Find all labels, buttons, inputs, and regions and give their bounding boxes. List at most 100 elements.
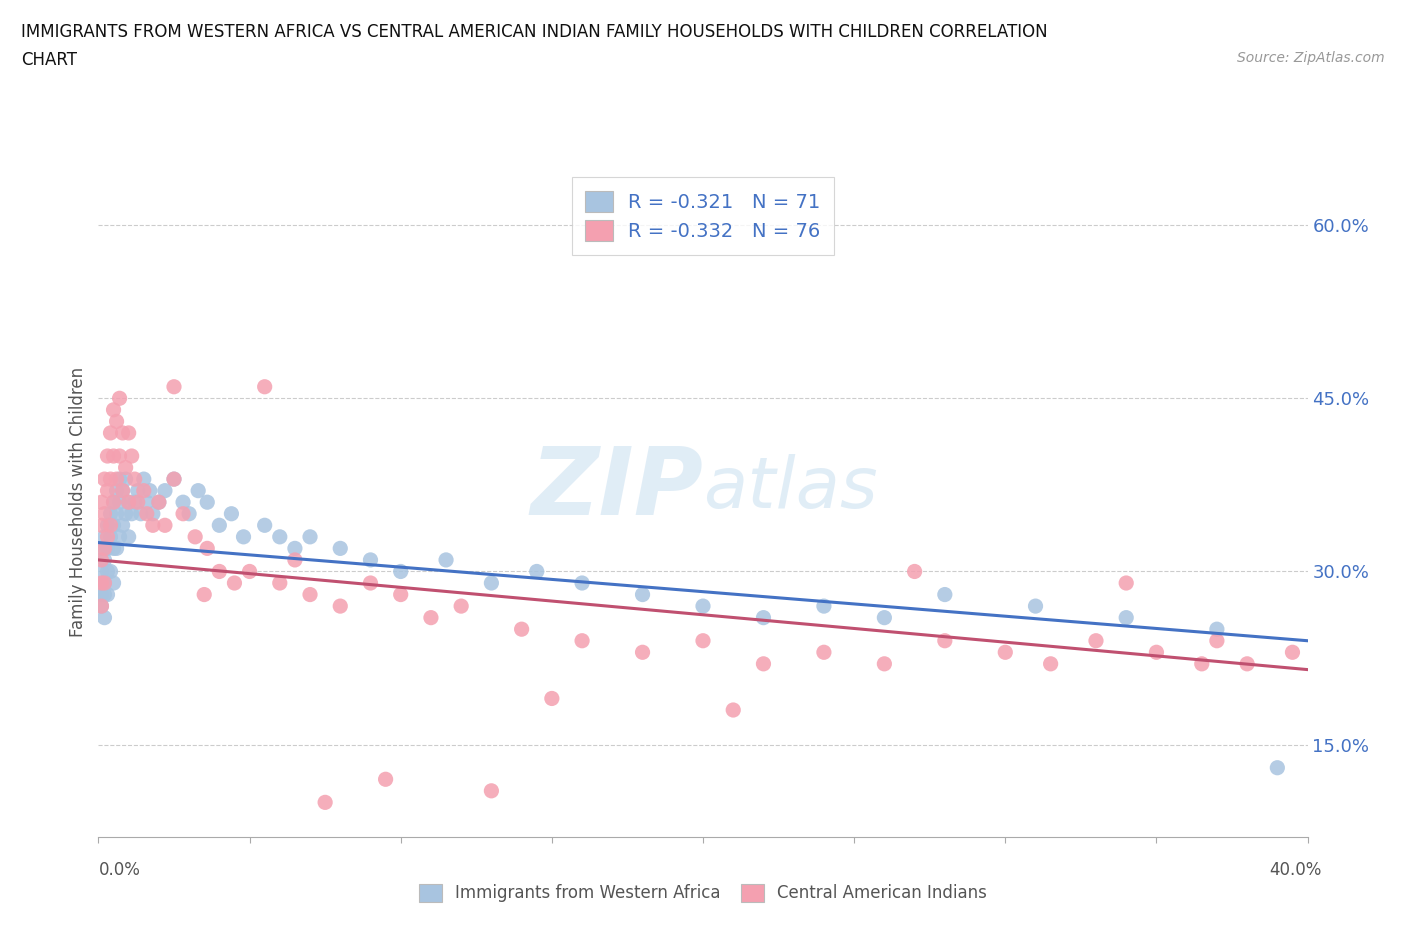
- Point: [90, 599, 112, 614]
- Point: [1206, 622, 1229, 637]
- Point: [195, 495, 218, 510]
- Point: [108, 391, 131, 405]
- Point: [96, 484, 118, 498]
- Y-axis label: Family Households with Children: Family Households with Children: [69, 367, 87, 637]
- Point: [108, 529, 131, 544]
- Point: [374, 772, 396, 787]
- Point: [93, 472, 115, 486]
- Point: [105, 472, 128, 486]
- Point: [195, 541, 218, 556]
- Point: [114, 460, 136, 475]
- Point: [129, 506, 152, 521]
- Text: IMMIGRANTS FROM WESTERN AFRICA VS CENTRAL AMERICAN INDIAN FAMILY HOUSEHOLDS WITH: IMMIGRANTS FROM WESTERN AFRICA VS CENTRA…: [21, 23, 1047, 41]
- Point: [142, 506, 165, 521]
- Point: [571, 633, 593, 648]
- Point: [419, 610, 441, 625]
- Point: [253, 379, 276, 394]
- Point: [108, 448, 131, 463]
- Point: [1236, 657, 1258, 671]
- Point: [132, 484, 155, 498]
- Point: [103, 495, 125, 510]
- Point: [103, 518, 125, 533]
- Point: [1085, 633, 1108, 648]
- Point: [90, 576, 112, 591]
- Point: [1039, 657, 1062, 671]
- Point: [100, 529, 122, 544]
- Point: [224, 576, 246, 591]
- Point: [105, 541, 128, 556]
- Point: [153, 484, 176, 498]
- Point: [93, 587, 115, 602]
- Point: [93, 529, 115, 544]
- Point: [177, 506, 201, 521]
- Point: [114, 472, 136, 486]
- Point: [232, 529, 254, 544]
- Point: [100, 506, 122, 521]
- Point: [284, 541, 307, 556]
- Point: [135, 495, 157, 510]
- Point: [121, 506, 143, 521]
- Point: [1144, 644, 1167, 659]
- Point: [481, 576, 503, 591]
- Point: [813, 644, 835, 659]
- Point: [434, 552, 457, 567]
- Text: 0.0%: 0.0%: [98, 860, 141, 879]
- Point: [93, 541, 115, 556]
- Point: [93, 610, 115, 625]
- Point: [108, 472, 131, 486]
- Point: [139, 484, 162, 498]
- Point: [253, 518, 276, 533]
- Point: [1115, 610, 1137, 625]
- Point: [124, 495, 146, 510]
- Point: [187, 484, 209, 498]
- Point: [103, 576, 125, 591]
- Point: [221, 506, 243, 521]
- Point: [163, 379, 186, 394]
- Text: CHART: CHART: [21, 51, 77, 69]
- Text: ZIP: ZIP: [530, 443, 703, 535]
- Point: [90, 552, 112, 567]
- Point: [105, 414, 128, 429]
- Point: [96, 587, 118, 602]
- Point: [93, 576, 115, 591]
- Point: [135, 506, 157, 521]
- Point: [148, 495, 170, 510]
- Point: [329, 599, 352, 614]
- Point: [96, 564, 118, 578]
- Point: [103, 403, 125, 418]
- Point: [873, 610, 896, 625]
- Point: [105, 484, 128, 498]
- Point: [1265, 761, 1288, 776]
- Point: [1191, 657, 1213, 671]
- Point: [510, 622, 533, 637]
- Point: [111, 484, 134, 498]
- Point: [934, 587, 956, 602]
- Point: [105, 506, 128, 521]
- Point: [284, 552, 307, 567]
- Point: [124, 472, 146, 486]
- Point: [904, 564, 927, 578]
- Point: [184, 529, 207, 544]
- Point: [111, 484, 134, 498]
- Point: [172, 495, 194, 510]
- Point: [127, 484, 149, 498]
- Point: [103, 448, 125, 463]
- Point: [934, 633, 956, 648]
- Point: [132, 472, 155, 486]
- Point: [299, 587, 322, 602]
- Point: [631, 644, 654, 659]
- Point: [389, 564, 412, 578]
- Point: [329, 541, 352, 556]
- Point: [163, 472, 186, 486]
- Point: [1281, 644, 1303, 659]
- Point: [96, 541, 118, 556]
- Point: [153, 518, 176, 533]
- Point: [299, 529, 322, 544]
- Point: [571, 576, 593, 591]
- Point: [314, 795, 336, 810]
- Point: [100, 426, 122, 441]
- Point: [100, 518, 122, 533]
- Point: [121, 448, 143, 463]
- Point: [269, 576, 291, 591]
- Point: [142, 518, 165, 533]
